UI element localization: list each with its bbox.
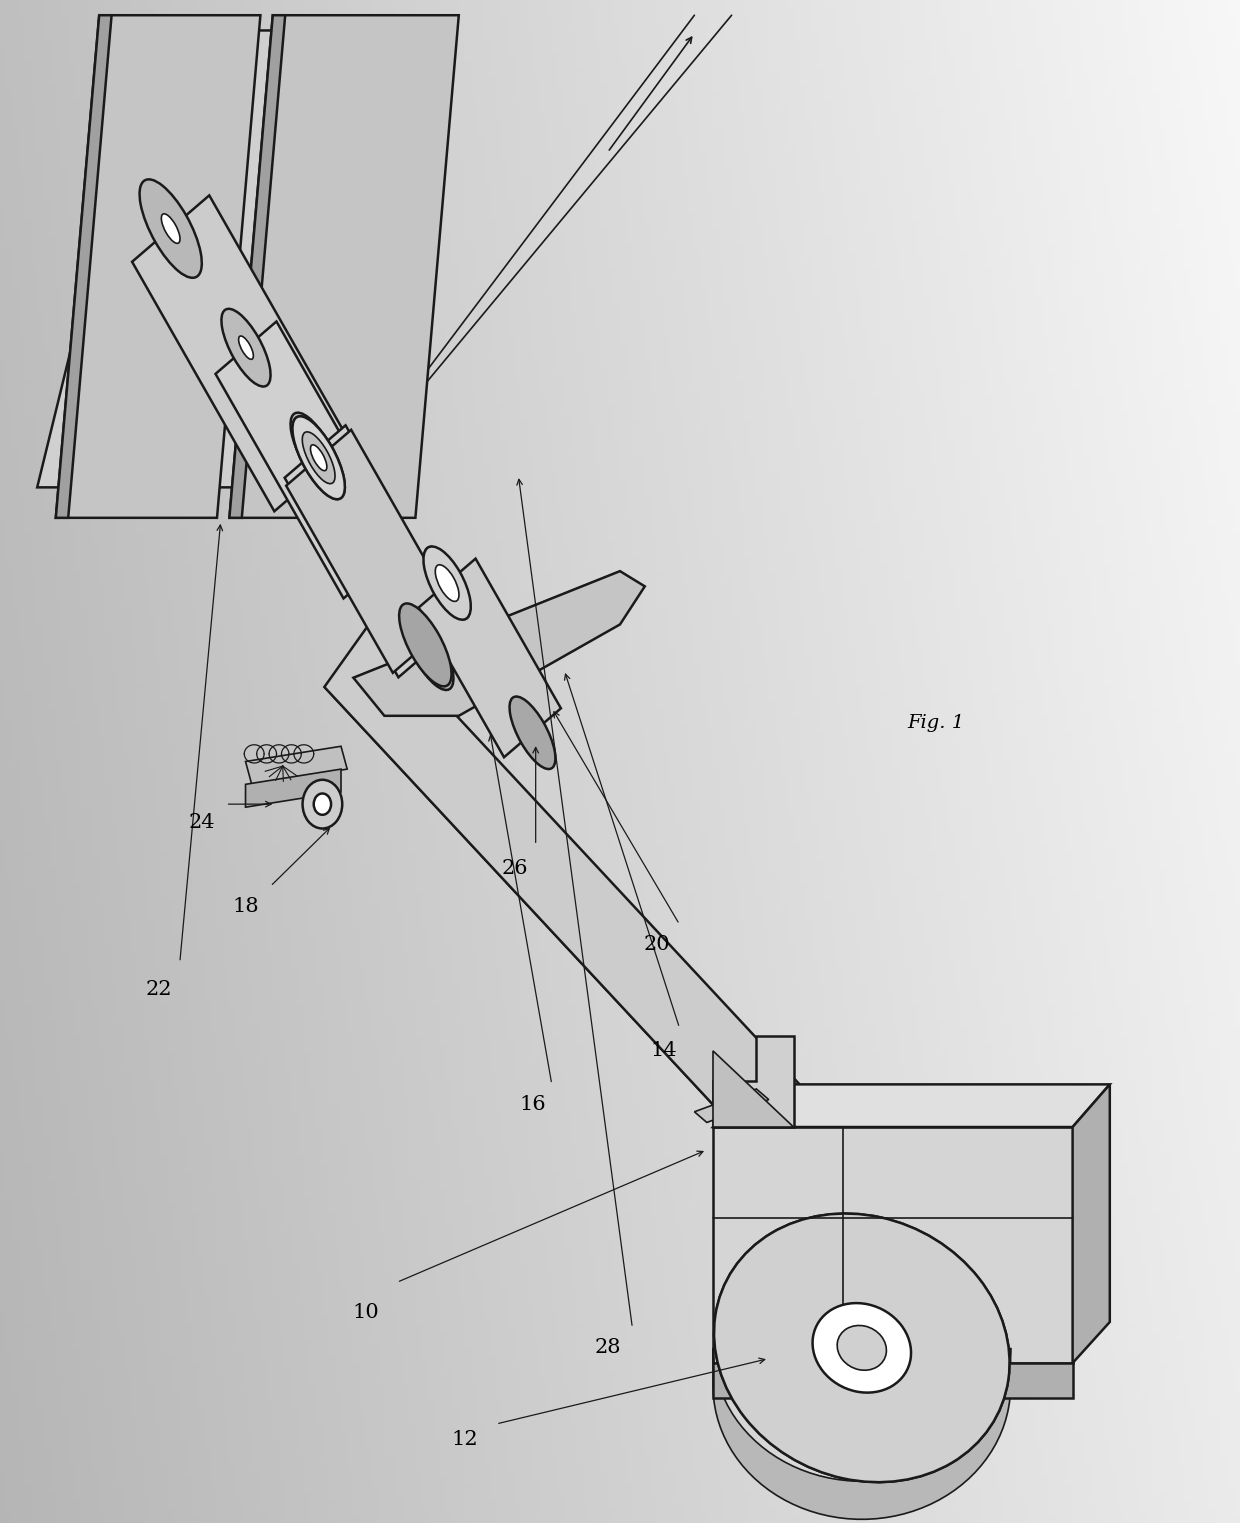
Text: 20: 20 xyxy=(644,935,671,953)
Circle shape xyxy=(314,793,331,815)
Circle shape xyxy=(303,780,342,829)
Polygon shape xyxy=(229,15,285,518)
Ellipse shape xyxy=(222,309,270,387)
Polygon shape xyxy=(353,571,632,688)
Polygon shape xyxy=(133,195,351,512)
Ellipse shape xyxy=(350,533,398,611)
Polygon shape xyxy=(246,769,341,807)
Ellipse shape xyxy=(837,1325,887,1371)
Ellipse shape xyxy=(510,696,556,769)
Polygon shape xyxy=(216,321,404,599)
Text: 24: 24 xyxy=(188,813,216,832)
Polygon shape xyxy=(56,15,260,518)
Text: 16: 16 xyxy=(520,1095,547,1113)
Ellipse shape xyxy=(435,565,459,602)
Polygon shape xyxy=(1073,1084,1110,1363)
Ellipse shape xyxy=(308,440,322,463)
Ellipse shape xyxy=(290,413,340,490)
Text: 10: 10 xyxy=(352,1304,379,1322)
Text: 22: 22 xyxy=(145,981,172,999)
Ellipse shape xyxy=(812,1304,911,1392)
Polygon shape xyxy=(419,559,560,757)
Polygon shape xyxy=(713,1348,1011,1520)
Polygon shape xyxy=(285,425,459,678)
Ellipse shape xyxy=(140,180,202,277)
Ellipse shape xyxy=(423,547,471,620)
Ellipse shape xyxy=(281,429,343,527)
Ellipse shape xyxy=(714,1214,1009,1482)
Polygon shape xyxy=(713,1051,794,1127)
Polygon shape xyxy=(713,1363,1073,1398)
Text: 12: 12 xyxy=(451,1430,479,1448)
Text: Fig. 1: Fig. 1 xyxy=(908,714,965,733)
Text: 14: 14 xyxy=(650,1042,677,1060)
Ellipse shape xyxy=(399,603,451,687)
Polygon shape xyxy=(246,746,347,784)
Polygon shape xyxy=(286,429,458,673)
Polygon shape xyxy=(325,623,816,1167)
Ellipse shape xyxy=(293,416,345,500)
Polygon shape xyxy=(229,15,459,518)
Text: 26: 26 xyxy=(501,859,528,877)
Ellipse shape xyxy=(238,337,253,359)
Ellipse shape xyxy=(424,547,470,620)
Ellipse shape xyxy=(404,612,454,690)
Ellipse shape xyxy=(311,445,326,471)
Ellipse shape xyxy=(293,416,345,500)
Polygon shape xyxy=(56,15,112,518)
Text: 28: 28 xyxy=(594,1339,621,1357)
Ellipse shape xyxy=(310,445,327,471)
Polygon shape xyxy=(713,1084,1110,1127)
Polygon shape xyxy=(37,30,397,487)
Ellipse shape xyxy=(161,213,180,244)
Text: 18: 18 xyxy=(232,897,259,915)
Ellipse shape xyxy=(714,1214,1009,1482)
Ellipse shape xyxy=(440,573,454,594)
Ellipse shape xyxy=(303,433,335,484)
Polygon shape xyxy=(325,687,780,1177)
Polygon shape xyxy=(694,1089,769,1122)
Polygon shape xyxy=(713,1127,1073,1363)
Polygon shape xyxy=(713,1036,794,1127)
Polygon shape xyxy=(353,571,645,716)
